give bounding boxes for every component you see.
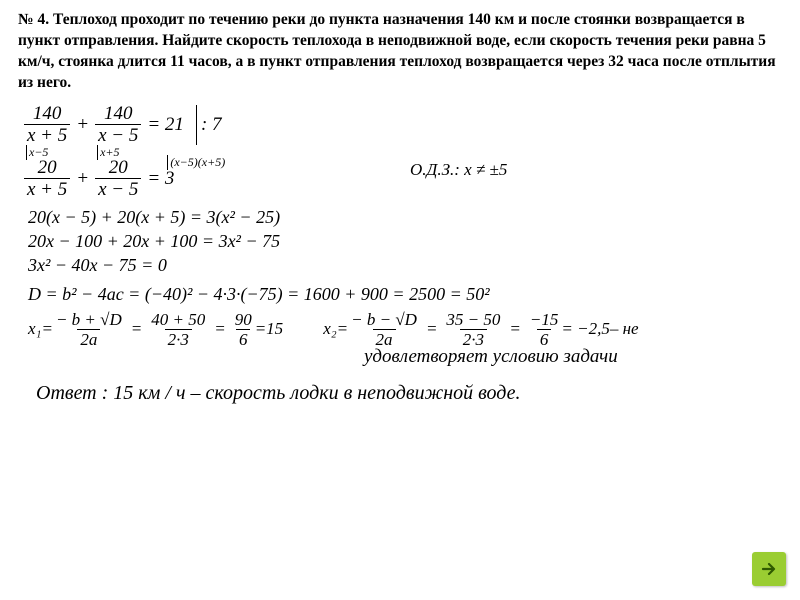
root-x1: x₁= − b + √D2a = 40 + 502·3 = 906 =15 (28, 311, 283, 348)
quadratic: 3x² − 40x − 75 = 0 (28, 255, 800, 276)
solution-work: О.Д.З.: x ≠ ±5 140x + 5 + 140x − 5 = 21 … (0, 98, 800, 405)
next-button[interactable] (752, 552, 786, 586)
final-answer: Ответ : 15 км / ч – скорость лодки в неп… (36, 382, 800, 405)
equation-1: 140x + 5 + 140x − 5 = 21 : 7 (24, 100, 800, 150)
discriminant: D = b² − 4ac = (−40)² − 4·3·(−75) = 1600… (28, 284, 800, 305)
problem-statement: № 4. Теплоход проходит по течению реки д… (0, 0, 800, 98)
expand-1: 20(x − 5) + 20(x + 5) = 3(x² − 25) (28, 207, 800, 228)
root-x2: x₂= − b − √D2a = 35 − 502·3 = −156 = −2,… (323, 311, 638, 348)
arrow-right-icon (759, 559, 779, 579)
domain-restriction: О.Д.З.: x ≠ ±5 (410, 160, 507, 180)
expand-2: 20x − 100 + 20x + 100 = 3x² − 75 (28, 231, 800, 252)
roots-row: x₁= − b + √D2a = 40 + 502·3 = 906 =15 x₂… (24, 311, 800, 348)
reject-note: удовлетворяет условию задачи (364, 346, 800, 368)
